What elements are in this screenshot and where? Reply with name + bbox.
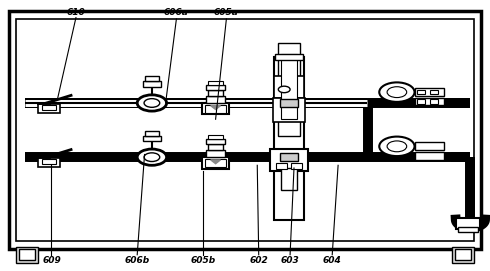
Circle shape: [387, 87, 407, 98]
Bar: [281, 54, 297, 119]
Bar: [416, 90, 425, 94]
Bar: [143, 81, 161, 87]
Circle shape: [387, 141, 407, 152]
Bar: [145, 76, 159, 81]
Bar: [205, 159, 226, 167]
Polygon shape: [211, 160, 220, 164]
Bar: [206, 96, 225, 103]
Text: 605b: 605b: [191, 256, 216, 265]
Bar: [415, 98, 444, 105]
Text: 605a: 605a: [214, 8, 239, 17]
Text: 606a: 606a: [164, 8, 189, 17]
Bar: [280, 153, 298, 161]
Bar: [42, 105, 56, 110]
Text: 610: 610: [67, 8, 85, 17]
Bar: [202, 157, 229, 169]
Bar: [415, 142, 444, 150]
Text: 606b: 606b: [124, 256, 150, 265]
Bar: [281, 168, 297, 190]
Bar: [38, 104, 60, 113]
Circle shape: [278, 86, 290, 93]
Bar: [415, 88, 444, 96]
Bar: [145, 131, 159, 136]
Bar: [16, 247, 38, 263]
Text: 602: 602: [249, 256, 268, 265]
Text: 604: 604: [323, 256, 342, 265]
Bar: [430, 90, 438, 94]
Text: 603: 603: [281, 256, 299, 265]
Circle shape: [379, 137, 415, 156]
Bar: [291, 163, 302, 169]
Bar: [456, 218, 480, 229]
Polygon shape: [211, 106, 220, 109]
Circle shape: [379, 82, 415, 102]
Bar: [16, 19, 474, 241]
Circle shape: [144, 99, 160, 107]
Bar: [274, 76, 304, 98]
Bar: [143, 136, 161, 141]
Bar: [19, 249, 35, 260]
Bar: [9, 11, 481, 249]
Circle shape: [144, 153, 160, 162]
Bar: [458, 227, 478, 232]
Bar: [208, 135, 223, 139]
Bar: [38, 158, 60, 167]
Circle shape: [137, 95, 167, 111]
Bar: [455, 249, 471, 260]
Bar: [202, 103, 229, 114]
Bar: [416, 99, 425, 104]
Bar: [42, 159, 56, 164]
Bar: [274, 57, 304, 220]
Bar: [205, 105, 226, 113]
Bar: [276, 163, 287, 169]
Text: 609: 609: [42, 256, 61, 265]
Circle shape: [137, 149, 167, 165]
Bar: [208, 90, 223, 96]
Bar: [206, 85, 225, 90]
Bar: [280, 99, 298, 107]
Bar: [206, 139, 225, 144]
Bar: [208, 144, 223, 150]
Bar: [275, 54, 303, 60]
Bar: [452, 247, 474, 263]
Bar: [206, 150, 225, 157]
Bar: [273, 98, 305, 122]
Bar: [270, 149, 308, 171]
Bar: [278, 43, 300, 136]
Bar: [430, 99, 438, 104]
Bar: [208, 81, 223, 85]
Bar: [415, 152, 444, 160]
